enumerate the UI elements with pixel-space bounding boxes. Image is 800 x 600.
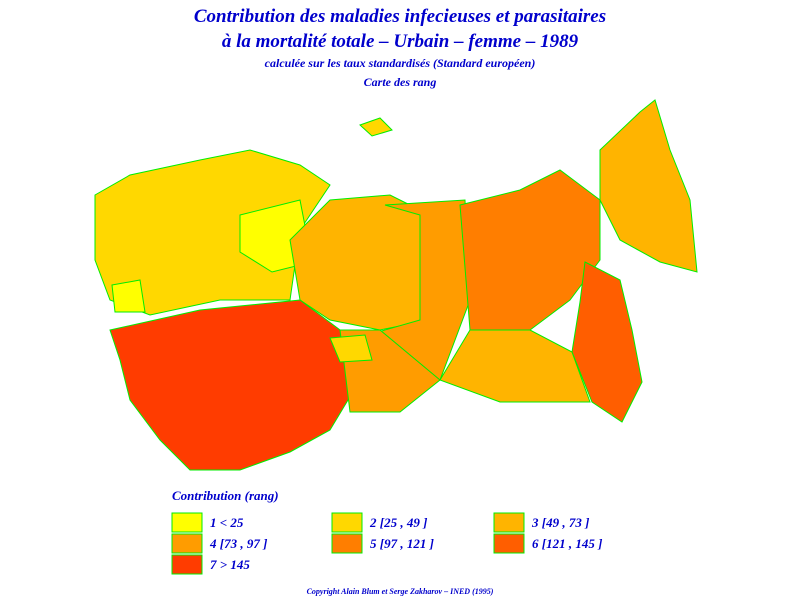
map-region	[571, 261, 643, 423]
legend-swatch	[171, 512, 203, 533]
legend-label: 4 [73 , 97 ]	[209, 536, 267, 551]
map-region	[599, 99, 698, 273]
legend-swatch	[493, 533, 525, 554]
subtitle: calculée sur les taux standardisés (Stan…	[265, 56, 536, 70]
title-line2: à la mortalité totale – Urbain – femme –…	[222, 31, 579, 52]
legend-title: Contribution (rang)	[172, 488, 279, 503]
legend-swatch	[331, 533, 363, 554]
legend-label: 7 > 145	[210, 557, 250, 572]
legend-label: 5 [97 , 121 ]	[370, 536, 434, 551]
map-region	[109, 299, 361, 471]
legend-label: 1 < 25	[210, 515, 244, 530]
legend-label: 2 [25 , 49 ]	[369, 515, 427, 530]
map-region	[359, 117, 393, 137]
legend-swatch	[171, 533, 203, 554]
legend-label: 3 [49 , 73 ]	[531, 515, 589, 530]
legend: 1 < 25 2 [25 , 49 ] 3 [49 , 73 ] 4 [73 , 97…	[171, 512, 602, 575]
map-region	[111, 279, 146, 313]
map-label: Carte des rang	[364, 75, 437, 89]
legend-label: 6 [121 , 145 ]	[532, 536, 602, 551]
map-region	[329, 334, 373, 363]
legend-swatch	[171, 554, 203, 575]
map-region	[439, 329, 591, 403]
legend-swatch	[331, 512, 363, 533]
copyright: Copyright Alain Blum et Serge Zakharov –…	[307, 587, 494, 596]
map	[94, 99, 698, 471]
legend-swatch	[493, 512, 525, 533]
title-line1: Contribution des maladies infecieuses et…	[194, 6, 606, 27]
